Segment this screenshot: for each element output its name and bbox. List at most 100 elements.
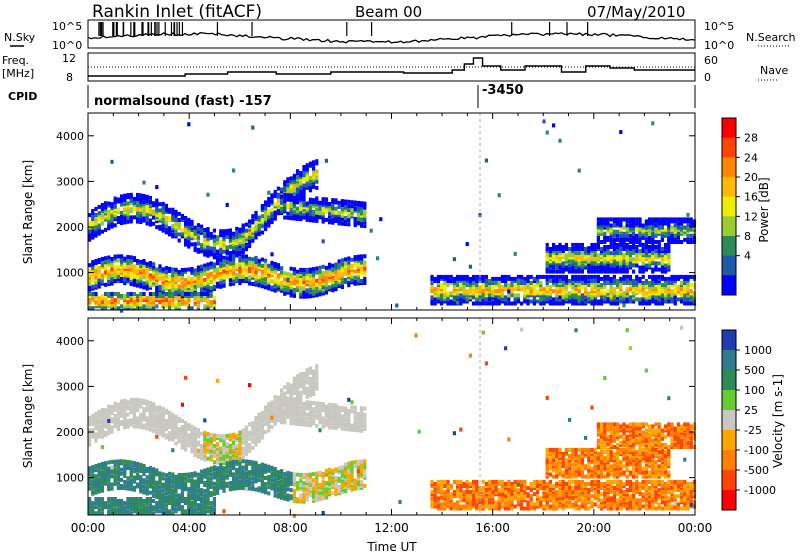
echo-cell <box>94 284 97 288</box>
echo-cell <box>613 238 616 242</box>
echo-cell <box>571 275 574 279</box>
echo-cell <box>334 198 337 202</box>
echo-cell <box>552 297 555 301</box>
echo-cell <box>171 448 174 452</box>
echo-cell <box>213 438 216 442</box>
echo-cell <box>261 231 264 235</box>
echo-cell <box>629 234 632 238</box>
echo-cell <box>296 288 299 292</box>
echo-cell <box>165 230 168 234</box>
echo-cell <box>123 505 126 509</box>
echo-cell <box>142 275 145 279</box>
echo-cell <box>242 451 245 455</box>
echo-cell <box>693 291 696 295</box>
echo-cell <box>184 282 187 286</box>
echo-cell <box>219 463 222 467</box>
echo-cell <box>155 428 158 432</box>
echo-cell <box>94 300 97 304</box>
echo-cell <box>542 119 545 123</box>
echo-cell <box>178 437 181 441</box>
echo-cell <box>594 243 597 247</box>
echo-cell <box>286 204 289 208</box>
echo-cell <box>312 267 315 271</box>
echo-cell <box>235 468 238 472</box>
echo-cell <box>110 202 113 206</box>
echo-cell <box>251 266 254 270</box>
echo-cell <box>98 211 101 215</box>
echo-cell <box>648 281 651 285</box>
echo-cell <box>568 247 571 251</box>
echo-cell <box>290 176 293 180</box>
echo-cell <box>661 217 664 221</box>
echo-cell <box>312 210 315 214</box>
echo-cell <box>354 270 357 274</box>
echo-cell <box>130 292 133 296</box>
echo-cell <box>565 266 568 270</box>
echo-cell <box>520 281 523 285</box>
echo-cell <box>667 217 670 221</box>
echo-cell <box>203 431 206 435</box>
echo-cell <box>130 207 133 211</box>
echo-cell <box>238 466 241 470</box>
echo-cell <box>120 304 123 308</box>
echo-cell <box>91 260 94 264</box>
echo-cell <box>213 296 216 300</box>
echo-cell <box>165 224 168 228</box>
echo-cell <box>165 409 168 413</box>
echo-cell <box>126 210 129 214</box>
echo-cell <box>152 474 155 478</box>
echo-cell <box>674 275 677 279</box>
echo-cell <box>267 215 270 219</box>
echo-cell <box>635 264 638 268</box>
echo-cell <box>674 228 677 232</box>
echo-cell <box>546 243 549 247</box>
y-tick-label: 3000 <box>56 175 84 188</box>
echo-cell <box>619 277 622 281</box>
echo-cell <box>107 270 110 274</box>
echo-cell <box>376 256 379 260</box>
echo-cell <box>91 418 94 422</box>
echo-cell <box>267 197 270 201</box>
echo-cell <box>226 260 229 264</box>
echo-cell <box>158 471 161 475</box>
echo-cell <box>670 289 673 293</box>
echo-cell <box>98 296 101 300</box>
echo-cell <box>270 200 273 204</box>
echo-cell <box>216 466 219 470</box>
echo-cell <box>139 463 142 467</box>
echo-cell <box>290 185 293 189</box>
echo-cell <box>603 259 606 263</box>
echo-cell <box>216 256 219 260</box>
echo-cell <box>664 270 667 274</box>
echo-cell <box>654 261 657 265</box>
echo-cell <box>642 266 645 270</box>
echo-cell <box>315 180 318 184</box>
echo-cell <box>363 267 366 271</box>
echo-cell <box>526 289 529 293</box>
echo-cell <box>101 300 104 304</box>
echo-cell <box>328 218 331 222</box>
echo-cell <box>613 275 616 279</box>
echo-cell <box>251 270 254 274</box>
echo-cell <box>338 259 341 263</box>
echo-cell <box>325 159 328 163</box>
echo-cell <box>206 267 209 271</box>
echo-cell <box>242 254 245 258</box>
echo-cell <box>203 232 206 236</box>
echo-cell <box>267 264 270 268</box>
echo-cell <box>581 251 584 255</box>
echo-cell <box>181 298 184 302</box>
echo-cell <box>133 268 136 272</box>
echo-cell <box>200 287 203 291</box>
echo-cell <box>190 429 193 433</box>
echo-cell <box>629 238 632 242</box>
echo-cell <box>632 270 635 274</box>
echo-cell <box>456 301 459 305</box>
echo-cell <box>158 202 161 206</box>
echo-cell <box>229 228 232 232</box>
echo-cell <box>110 497 113 501</box>
echo-cell <box>178 494 181 498</box>
echo-cell <box>94 501 97 505</box>
echo-cell <box>130 418 133 422</box>
echo-cell <box>315 271 318 275</box>
